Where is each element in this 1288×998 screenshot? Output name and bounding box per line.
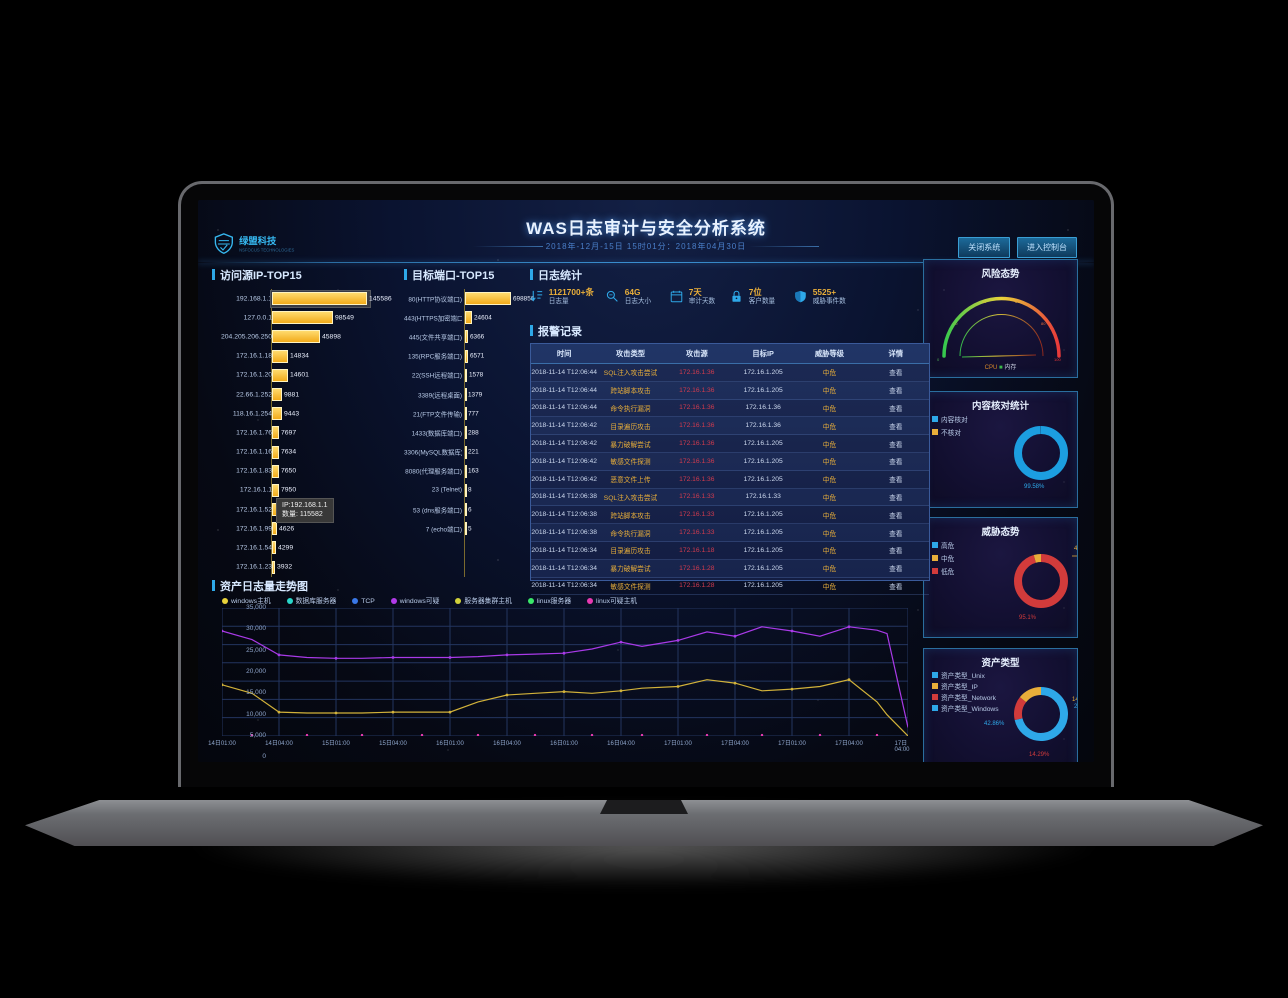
svg-text:60: 60 — [1015, 299, 1020, 304]
svg-text:NSFOCUS TECHNOLOGIES: NSFOCUS TECHNOLOGIES — [239, 248, 294, 253]
svg-text:80: 80 — [1041, 321, 1046, 326]
svg-text:绿盟科技: 绿盟科技 — [239, 235, 277, 246]
svg-text:40: 40 — [982, 299, 987, 304]
svg-text:20: 20 — [953, 321, 958, 326]
